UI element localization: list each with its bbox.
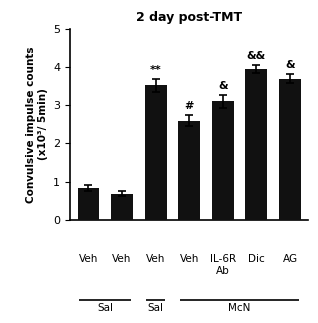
Text: &: & — [285, 60, 295, 70]
Text: Veh: Veh — [180, 254, 199, 264]
Text: Dic: Dic — [248, 254, 265, 264]
Bar — [212, 101, 234, 220]
Bar — [111, 194, 133, 220]
Text: McN: McN — [228, 304, 251, 314]
Text: &&: && — [247, 51, 266, 61]
Bar — [245, 69, 267, 220]
Text: IL-6R
Ab: IL-6R Ab — [210, 254, 236, 276]
Text: Veh: Veh — [146, 254, 165, 264]
Text: Sal: Sal — [148, 304, 164, 314]
Title: 2 day post-TMT: 2 day post-TMT — [136, 11, 242, 24]
Y-axis label: Convulsive impulse counts
(x10³/ 5min): Convulsive impulse counts (x10³/ 5min) — [26, 46, 48, 203]
Bar — [78, 188, 99, 220]
Text: Veh: Veh — [79, 254, 98, 264]
Bar — [145, 86, 167, 220]
Text: Sal: Sal — [97, 304, 113, 314]
Text: &: & — [218, 81, 228, 91]
Text: AG: AG — [282, 254, 298, 264]
Bar — [178, 120, 200, 220]
Text: Veh: Veh — [112, 254, 132, 264]
Text: **: ** — [150, 65, 162, 75]
Bar — [279, 78, 301, 220]
Text: #: # — [184, 101, 194, 111]
